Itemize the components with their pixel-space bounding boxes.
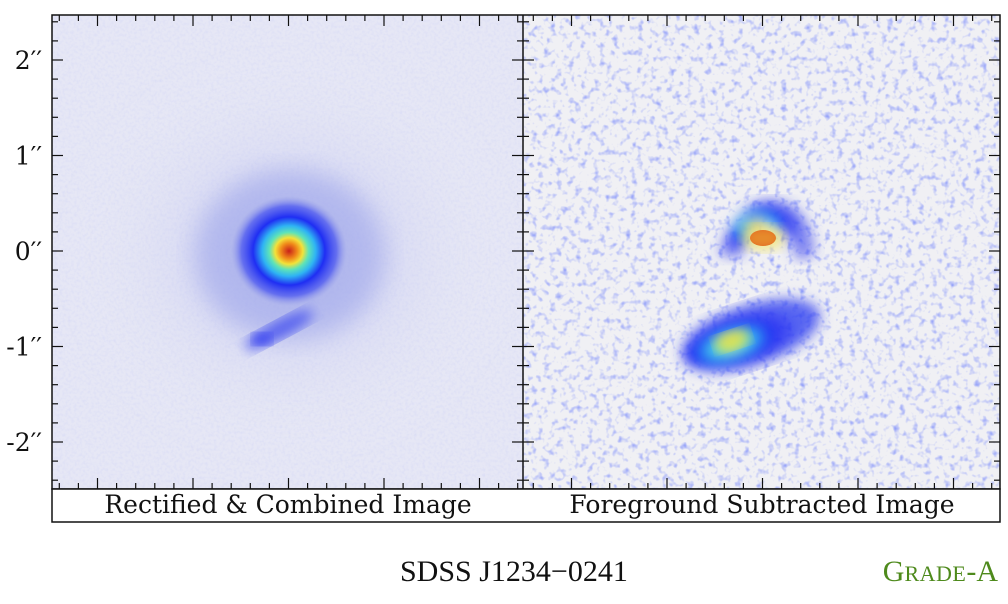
- grade-suffix: -A: [966, 555, 998, 588]
- panel-caption-right: Foreground Subtracted Image: [569, 490, 954, 519]
- grade-label: GRADE-A: [883, 555, 998, 589]
- y-tick-label: 2′′: [15, 46, 43, 75]
- object-name: SDSS J1234−0241: [400, 555, 628, 588]
- rectified-panel: [52, 15, 523, 489]
- y-tick-label: -1′′: [6, 333, 42, 362]
- lensed-arc-lower: [681, 298, 821, 372]
- axis-ticks: [52, 15, 1000, 489]
- y-tick-label: -2′′: [6, 428, 42, 457]
- galaxy-core: [231, 196, 347, 306]
- y-tick-label: 0′′: [15, 237, 43, 266]
- panel-caption-left: Rectified & Combined Image: [104, 490, 471, 519]
- grade-prefix: G: [882, 555, 905, 588]
- grade-smallcaps: RADE: [904, 561, 967, 586]
- y-tick-labels: 2′′ 1′′ 0′′ -1′′ -2′′: [6, 46, 42, 457]
- y-tick-label: 1′′: [15, 142, 43, 171]
- lensed-arc-upper: [718, 199, 815, 260]
- subtracted-panel: [523, 15, 1000, 489]
